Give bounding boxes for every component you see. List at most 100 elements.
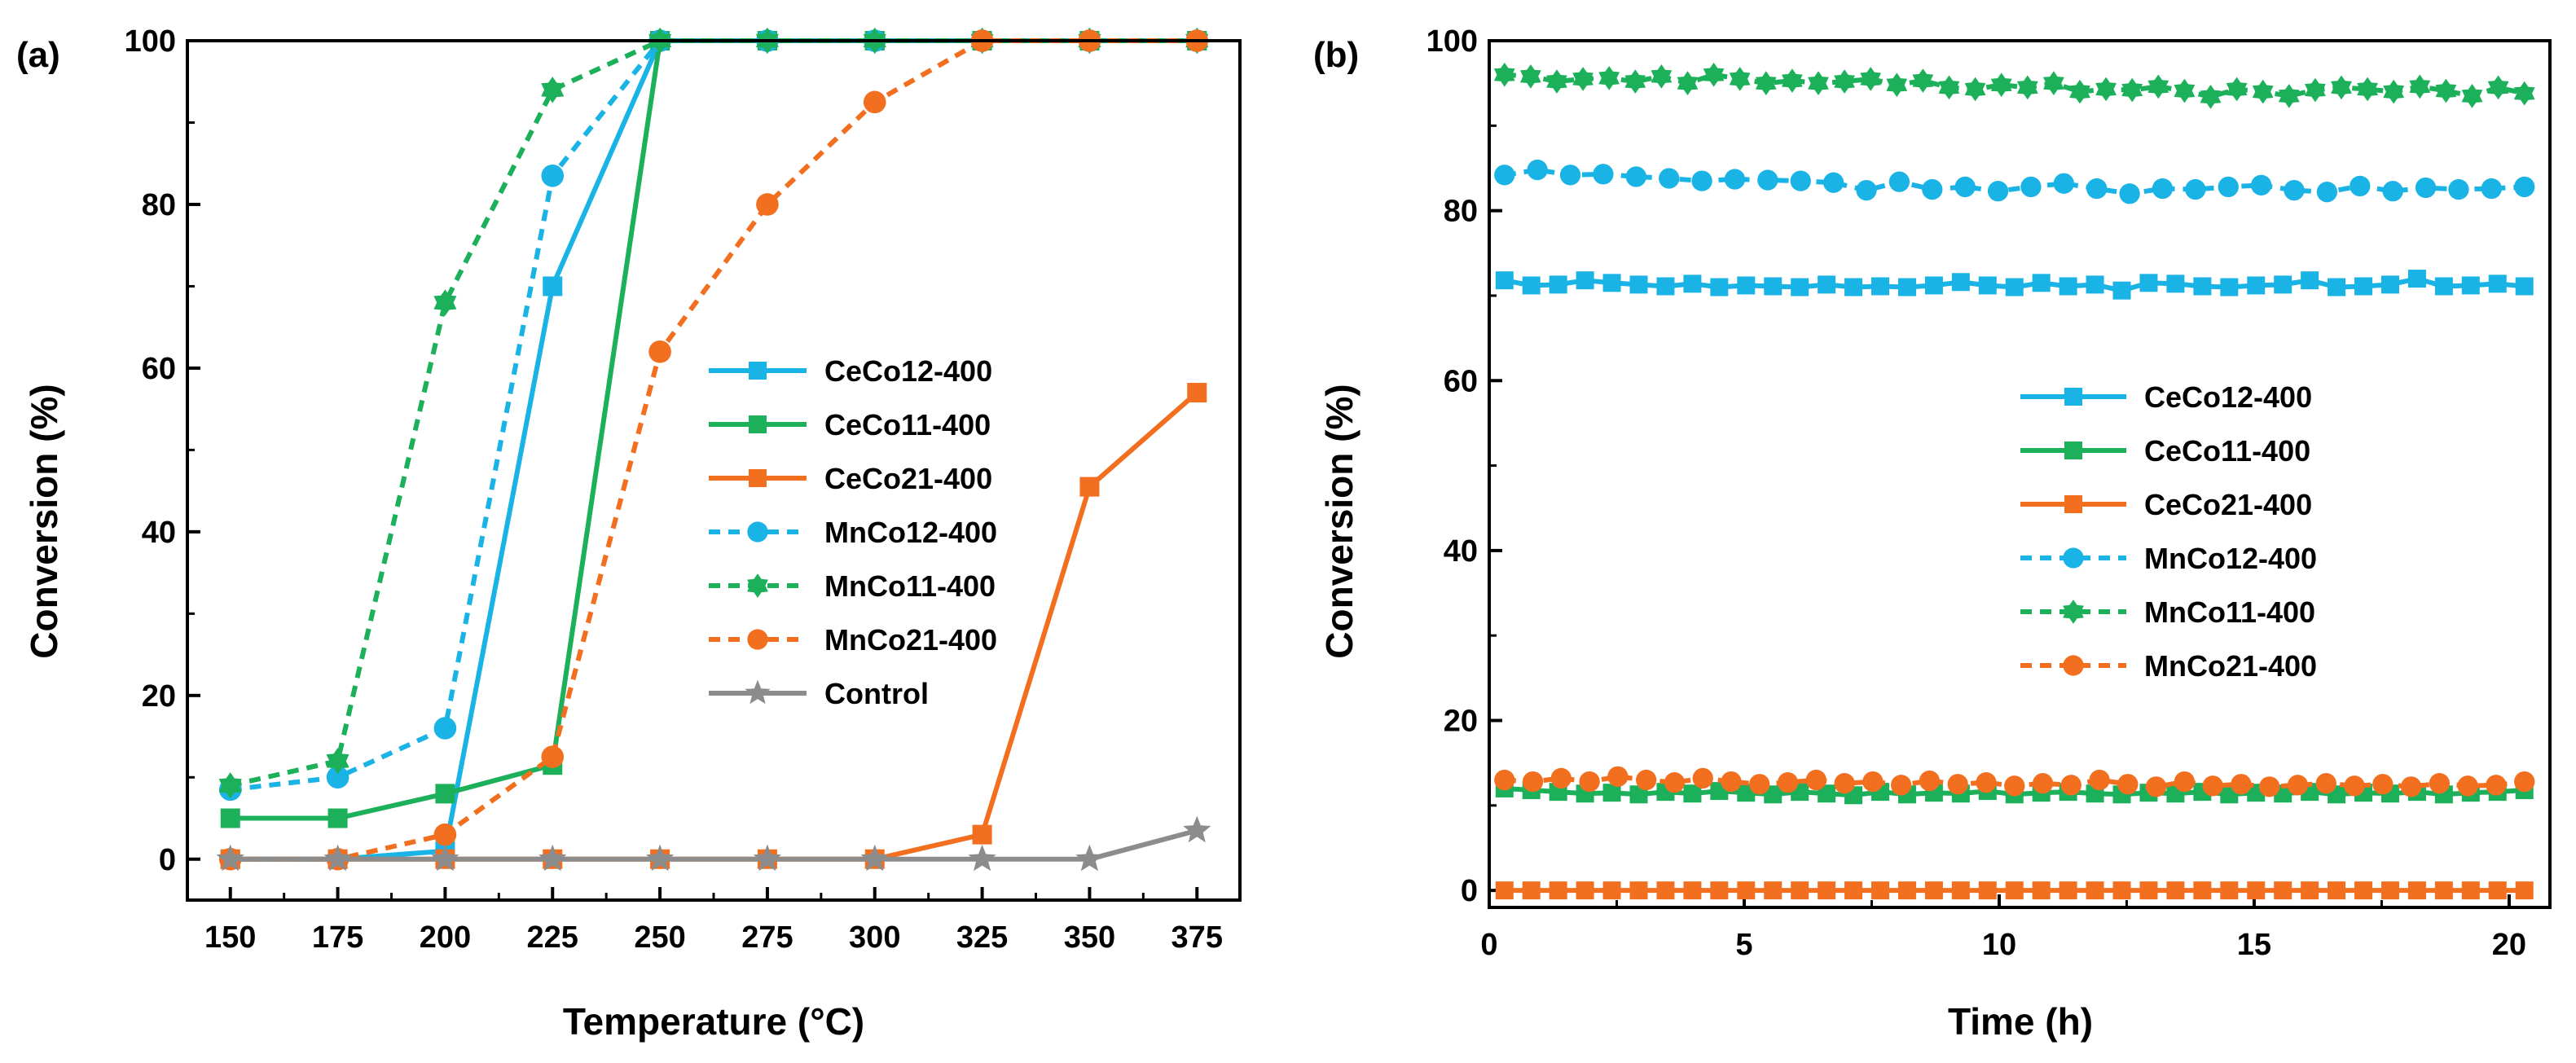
panel-a-x-axis-label: Temperature (°C) bbox=[563, 1000, 864, 1043]
panel-a-y-tick-label: 60 bbox=[142, 352, 176, 386]
panel-b-point-mnco12-400 bbox=[1659, 168, 1680, 189]
panel-a-point-mnco12-400 bbox=[433, 717, 457, 740]
panel-a-point-control bbox=[1075, 844, 1104, 872]
panel-a-x-tick-label: 325 bbox=[956, 920, 1008, 955]
panel-b-point-ceco21-400 bbox=[1764, 881, 1783, 900]
panel-a-label: (a) bbox=[16, 35, 60, 75]
panel-b-x-axis-label: Time (h) bbox=[1948, 1000, 2093, 1043]
panel-b-point-mnco11-400 bbox=[2016, 75, 2038, 100]
panel-a-line-ceco21-400 bbox=[230, 390, 1199, 862]
panel-b-point-mnco12-400 bbox=[1559, 165, 1581, 186]
panel-a-legend-marker bbox=[749, 469, 767, 487]
panel-b-label: (b) bbox=[1313, 35, 1359, 75]
panel-a-point-control bbox=[431, 844, 459, 872]
panel-b-point-ceco12-400 bbox=[2328, 278, 2346, 296]
panel-a-point-control bbox=[753, 844, 781, 872]
panel-a-y-tick-label: 20 bbox=[142, 679, 176, 714]
panel-b-point-ceco21-400 bbox=[1656, 881, 1675, 900]
panel-b-series-mnco11-400 bbox=[1493, 62, 2535, 109]
panel-b-point-ceco21-400 bbox=[1522, 881, 1541, 900]
panel-b-point-ceco12-400 bbox=[2407, 270, 2426, 288]
panel-b-point-mnco21-400 bbox=[1976, 772, 1997, 793]
panel-a-y-tick-label: 40 bbox=[142, 516, 176, 550]
panel-b-point-ceco21-400 bbox=[1629, 881, 1648, 900]
panel-b-point-mnco11-400 bbox=[2121, 77, 2143, 103]
panel-b-point-mnco21-400 bbox=[1890, 775, 1912, 796]
panel-b-series-ceco12-400 bbox=[1495, 270, 2534, 300]
panel-b-point-mnco12-400 bbox=[1954, 176, 1976, 198]
panel-a-legend-item: Control bbox=[709, 677, 929, 710]
panel-a-series-control bbox=[216, 815, 1211, 872]
panel-a-legend-item: CeCo21-400 bbox=[709, 462, 992, 495]
panel-a-y-tick-label: 80 bbox=[142, 188, 176, 222]
panel-b-legend-marker bbox=[2064, 495, 2082, 513]
panel-b-point-ceco12-400 bbox=[2515, 277, 2534, 296]
panel-b-legend-item: CeCo11-400 bbox=[2020, 434, 2310, 468]
panel-b-legend-marker bbox=[2063, 547, 2084, 569]
panel-b-point-ceco12-400 bbox=[1602, 274, 1621, 292]
panel-b-y-tick-label: 60 bbox=[1444, 364, 1478, 398]
panel-a-series bbox=[216, 27, 1211, 872]
panel-b-point-mnco21-400 bbox=[2344, 775, 2365, 797]
panel-b-point-ceco21-400 bbox=[1844, 881, 1863, 900]
panel-b-point-ceco12-400 bbox=[2112, 281, 2131, 300]
panel-b-point-ceco21-400 bbox=[1871, 881, 1890, 900]
panel-b-point-ceco12-400 bbox=[1897, 278, 1916, 296]
panel-a-point-mnco11-400 bbox=[433, 289, 457, 316]
panel-a-point-mnco11-400 bbox=[541, 77, 565, 103]
panel-b-point-mnco12-400 bbox=[2284, 179, 2305, 201]
panel-b-point-mnco12-400 bbox=[1593, 164, 1614, 185]
panel-b-point-ceco11-400 bbox=[1764, 785, 1783, 804]
panel-a-x-tick-label: 200 bbox=[420, 920, 471, 955]
panel-b-legend-item: CeCo12-400 bbox=[2020, 380, 2312, 414]
panel-b-point-mnco21-400 bbox=[2259, 776, 2280, 797]
panel-b-x-tick-label: 0 bbox=[1480, 928, 1497, 962]
panel-a-legend-label: CeCo11-400 bbox=[824, 408, 991, 441]
panel-b-point-mnco11-400 bbox=[2278, 84, 2300, 108]
panel-b-point-mnco21-400 bbox=[1919, 770, 1941, 792]
panel-b-point-mnco21-400 bbox=[2315, 773, 2336, 794]
panel-b-series-mnco12-400 bbox=[1494, 159, 2535, 204]
panel-b-point-ceco21-400 bbox=[2488, 881, 2507, 900]
panel-b-point-mnco21-400 bbox=[1607, 766, 1629, 788]
panel-a-point-ceco21-400 bbox=[1079, 477, 1100, 497]
panel-b-point-ceco12-400 bbox=[2247, 276, 2266, 295]
panel-b-point-mnco12-400 bbox=[2448, 178, 2469, 200]
panel-b-point-mnco12-400 bbox=[1790, 170, 1811, 191]
panel-b-point-ceco21-400 bbox=[2407, 881, 2426, 900]
panel-b-point-mnco21-400 bbox=[1579, 771, 1600, 793]
panel-a-series-mnco12-400 bbox=[218, 29, 1209, 802]
panel-b-point-ceco21-400 bbox=[2139, 881, 2158, 900]
panel-b-point-mnco11-400 bbox=[1546, 69, 1567, 94]
panel-a-legend-item: MnCo11-400 bbox=[709, 569, 996, 603]
panel-b-point-mnco12-400 bbox=[2514, 176, 2535, 198]
panel-b-point-mnco11-400 bbox=[1990, 72, 2012, 98]
panel-b-point-mnco21-400 bbox=[2032, 773, 2054, 794]
panel-b-y-tick-label: 0 bbox=[1461, 874, 1478, 908]
panel-b-point-ceco21-400 bbox=[2193, 881, 2212, 900]
panel-b-point-mnco11-400 bbox=[2174, 78, 2196, 103]
panel-b-point-mnco21-400 bbox=[2004, 775, 2025, 797]
panel-b-point-mnco12-400 bbox=[2250, 174, 2272, 195]
panel-b-point-mnco11-400 bbox=[2147, 74, 2169, 99]
panel-a-legend-label: Control bbox=[824, 677, 929, 710]
panel-b-point-ceco12-400 bbox=[1683, 275, 1702, 293]
panel-b-point-mnco12-400 bbox=[1856, 179, 1877, 201]
panel-a-series-ceco21-400 bbox=[220, 383, 1207, 869]
panel-b-y-tick-label: 100 bbox=[1426, 24, 1478, 59]
panel-b-point-ceco11-400 bbox=[1683, 784, 1702, 803]
panel-a-point-control bbox=[1183, 815, 1211, 843]
panel-b-legend-item: MnCo12-400 bbox=[2020, 542, 2317, 575]
panel-b-legend-marker bbox=[2063, 600, 2084, 624]
panel-b-legend-label: MnCo21-400 bbox=[2144, 649, 2317, 683]
panel-b-point-mnco11-400 bbox=[2487, 75, 2509, 100]
panel-b-point-ceco11-400 bbox=[1602, 784, 1621, 802]
panel-b-point-mnco11-400 bbox=[1703, 62, 1725, 87]
panel-b-point-ceco21-400 bbox=[2301, 881, 2319, 900]
panel-a-y-tick-labels: 0 20 40 60 80 100 bbox=[125, 24, 176, 877]
panel-b-point-mnco12-400 bbox=[1691, 170, 1712, 191]
panel-b-point-ceco21-400 bbox=[2515, 881, 2534, 900]
panel-b-point-ceco21-400 bbox=[1791, 881, 1809, 900]
panel-b-point-ceco12-400 bbox=[2166, 275, 2185, 293]
panel-b-point-mnco11-400 bbox=[2305, 77, 2326, 103]
